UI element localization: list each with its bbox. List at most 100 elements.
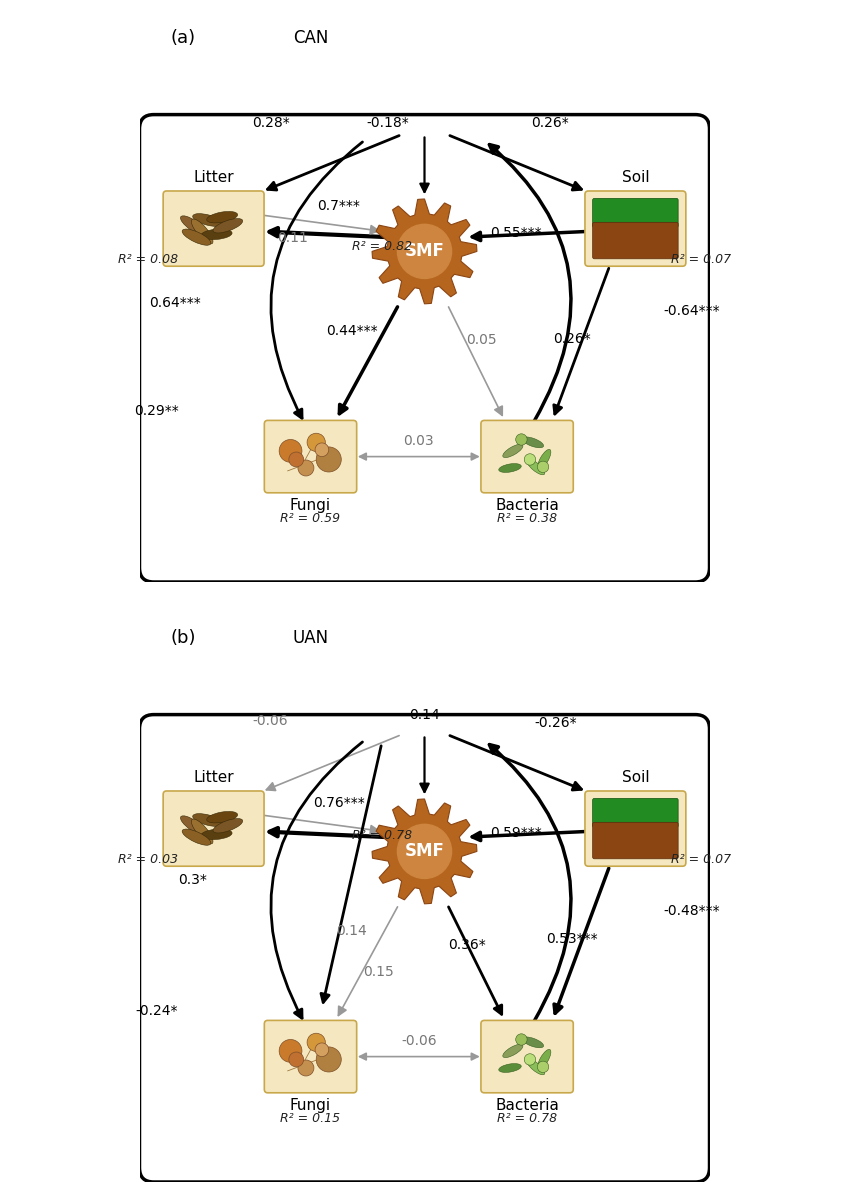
Text: 0.15: 0.15 (363, 965, 394, 979)
Ellipse shape (213, 818, 243, 833)
Text: Soil: Soil (621, 169, 649, 185)
Ellipse shape (201, 229, 232, 240)
Text: 0.03: 0.03 (403, 433, 434, 448)
Text: R² = 0.07: R² = 0.07 (671, 253, 731, 266)
Circle shape (316, 446, 341, 472)
Ellipse shape (183, 829, 211, 845)
FancyBboxPatch shape (163, 791, 264, 866)
Text: 0.3*: 0.3* (178, 872, 207, 887)
Text: Bacteria: Bacteria (495, 1098, 559, 1112)
Text: R² = 0.82: R² = 0.82 (351, 240, 412, 253)
Text: 0.55***: 0.55*** (490, 226, 542, 240)
Text: 0.14: 0.14 (336, 924, 367, 938)
Ellipse shape (181, 816, 207, 835)
Ellipse shape (526, 458, 545, 475)
Circle shape (307, 1033, 325, 1051)
Text: -0.18*: -0.18* (366, 116, 409, 130)
FancyBboxPatch shape (593, 198, 678, 228)
Text: 0.59***: 0.59*** (490, 826, 542, 840)
Ellipse shape (498, 1063, 521, 1073)
Text: R² = 0.78: R² = 0.78 (351, 829, 412, 842)
Circle shape (279, 1039, 302, 1062)
Circle shape (315, 1043, 329, 1056)
Circle shape (307, 433, 325, 451)
FancyBboxPatch shape (481, 1020, 573, 1093)
Polygon shape (372, 799, 477, 904)
Text: CAN: CAN (293, 29, 329, 47)
Text: (b): (b) (171, 629, 196, 647)
Text: -0.48***: -0.48*** (663, 905, 720, 918)
Circle shape (298, 1060, 314, 1076)
FancyBboxPatch shape (264, 1020, 357, 1093)
Ellipse shape (183, 229, 211, 245)
Text: R² = 0.08: R² = 0.08 (118, 253, 178, 266)
Ellipse shape (193, 814, 223, 827)
Text: -0.06: -0.06 (253, 714, 289, 728)
Ellipse shape (193, 214, 223, 227)
Text: Litter: Litter (194, 770, 234, 785)
FancyBboxPatch shape (163, 191, 264, 266)
Circle shape (298, 460, 314, 476)
Circle shape (289, 1052, 304, 1067)
Polygon shape (372, 199, 477, 304)
Ellipse shape (206, 811, 238, 823)
Text: SMF: SMF (405, 842, 444, 860)
Text: Litter: Litter (194, 169, 234, 185)
Ellipse shape (206, 211, 238, 223)
Text: R² = 0.78: R² = 0.78 (497, 1111, 557, 1124)
Ellipse shape (181, 216, 207, 235)
Text: 0.28*: 0.28* (251, 116, 290, 130)
Circle shape (515, 1033, 527, 1045)
Ellipse shape (191, 218, 213, 244)
FancyBboxPatch shape (585, 791, 686, 866)
Text: R² = 0.38: R² = 0.38 (497, 511, 557, 524)
Text: 0.7***: 0.7*** (318, 199, 361, 212)
Text: -0.06: -0.06 (401, 1033, 436, 1048)
Text: (a): (a) (171, 29, 196, 47)
FancyBboxPatch shape (264, 420, 357, 493)
FancyBboxPatch shape (139, 114, 710, 582)
Text: -0.64***: -0.64*** (663, 305, 720, 318)
Text: 0.11: 0.11 (277, 232, 307, 245)
Circle shape (279, 439, 302, 462)
FancyBboxPatch shape (593, 822, 678, 859)
Text: Fungi: Fungi (290, 498, 331, 512)
Circle shape (316, 1046, 341, 1072)
FancyBboxPatch shape (481, 420, 573, 493)
Circle shape (397, 824, 452, 878)
Ellipse shape (537, 449, 551, 469)
FancyBboxPatch shape (593, 798, 678, 828)
Text: R² = 0.03: R² = 0.03 (118, 853, 178, 866)
Text: 0.29**: 0.29** (134, 404, 179, 418)
Text: 0.14: 0.14 (409, 708, 440, 721)
Ellipse shape (503, 444, 523, 457)
Circle shape (537, 1061, 548, 1073)
Text: 0.36*: 0.36* (448, 938, 486, 953)
Ellipse shape (522, 1037, 543, 1048)
Text: R² = 0.15: R² = 0.15 (280, 1111, 340, 1124)
Ellipse shape (537, 1049, 551, 1069)
Ellipse shape (522, 437, 543, 448)
Text: 0.26*: 0.26* (531, 116, 569, 130)
Ellipse shape (201, 829, 232, 840)
Circle shape (315, 443, 329, 456)
Text: -0.26*: -0.26* (534, 716, 577, 730)
Ellipse shape (526, 1058, 545, 1075)
Circle shape (515, 433, 527, 445)
Circle shape (289, 452, 304, 467)
Ellipse shape (191, 818, 213, 844)
Text: Bacteria: Bacteria (495, 498, 559, 512)
Text: 0.26*: 0.26* (553, 331, 590, 346)
FancyBboxPatch shape (585, 191, 686, 266)
Text: 0.64***: 0.64*** (149, 295, 201, 310)
Text: 0.53***: 0.53*** (546, 931, 598, 946)
Text: R² = 0.07: R² = 0.07 (671, 853, 731, 866)
Text: 0.05: 0.05 (466, 332, 497, 347)
Text: R² = 0.59: R² = 0.59 (280, 511, 340, 524)
Text: SMF: SMF (405, 242, 444, 260)
Circle shape (537, 461, 548, 473)
FancyBboxPatch shape (139, 714, 710, 1182)
Text: Fungi: Fungi (290, 1098, 331, 1112)
FancyBboxPatch shape (593, 222, 678, 259)
Text: -0.24*: -0.24* (135, 1004, 177, 1018)
